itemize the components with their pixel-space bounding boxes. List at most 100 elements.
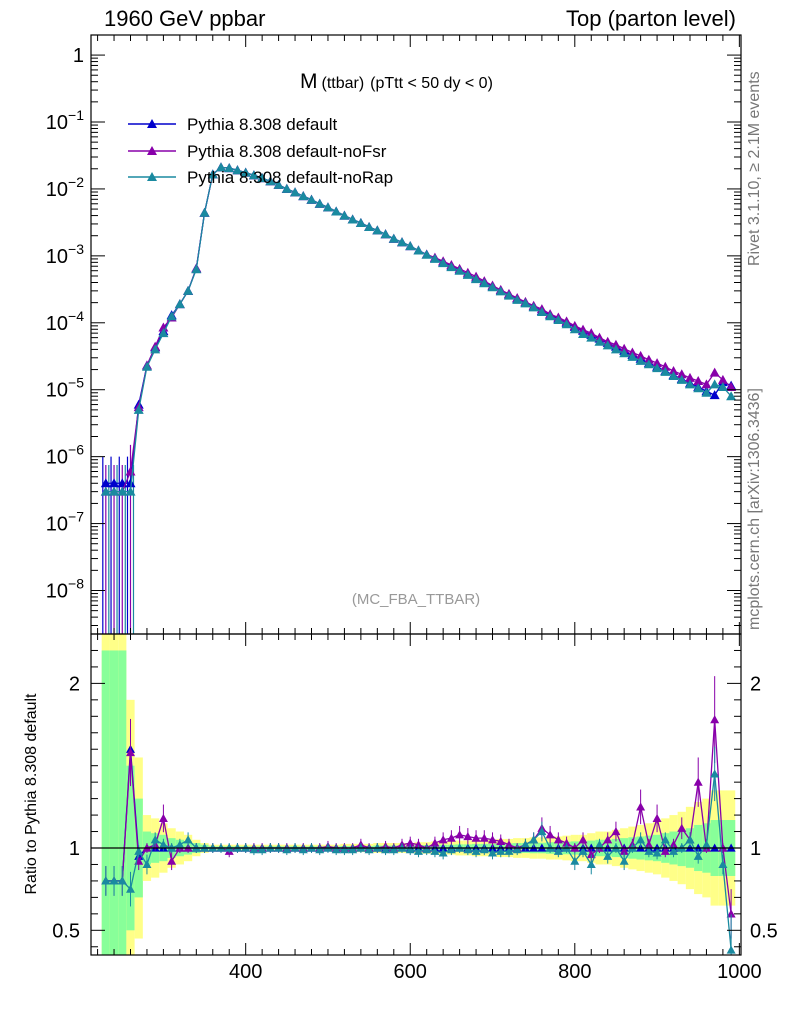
series-line-noRap <box>105 166 732 493</box>
ratio-line-noFsr <box>105 719 732 914</box>
data-point-noRap <box>569 324 580 334</box>
ratio-point-noRap <box>603 851 613 860</box>
ratio-point-noFsr <box>710 715 720 724</box>
ratio-point-noFsr <box>430 838 440 847</box>
data-point-noRap <box>388 233 399 243</box>
data-point-noRap <box>471 274 482 284</box>
ratio-point-noRap <box>298 845 308 854</box>
legend-label-noFsr: Pythia 8.308 default-noFsr <box>187 142 387 161</box>
ratio-point-noRap <box>685 835 695 844</box>
ratio-point-noRap <box>331 845 341 854</box>
ratio-point-noFsr <box>726 909 736 918</box>
ratio-point-noRap <box>594 840 604 849</box>
ratio-point-noFsr <box>677 823 687 832</box>
data-point-noRap <box>100 486 111 496</box>
ratio-tick-label-right: 1 <box>750 838 761 860</box>
x-tick-label: 600 <box>394 961 427 983</box>
ratio-point-noFsr <box>693 777 703 786</box>
data-point-noRap <box>619 348 630 358</box>
ratio-point-noRap <box>512 845 522 854</box>
ratio-point-noRap <box>134 846 144 855</box>
ratio-point-noRap <box>488 848 498 857</box>
data-point-noRap <box>290 187 301 197</box>
data-point-noRap <box>413 245 424 255</box>
ratio-point-noFsr <box>504 840 514 849</box>
ratio-point-noRap <box>101 876 111 885</box>
ratio-point-noRap <box>578 846 588 855</box>
ratio-point-noRap <box>413 846 423 855</box>
data-point-noRap <box>397 237 408 247</box>
data-point-noRap <box>216 162 226 172</box>
data-point-noRap <box>133 404 144 414</box>
legend-marker-default <box>147 119 157 128</box>
data-point-noRap <box>421 249 432 259</box>
data-point-noRap <box>331 206 342 216</box>
data-point-noFsr <box>717 374 728 384</box>
ratio-point-noRap <box>339 845 349 854</box>
y-tick-label: 10−1 <box>46 107 84 134</box>
ratio-point-noRap <box>315 845 325 854</box>
data-point-noRap <box>347 214 358 224</box>
series-line-default <box>105 166 732 484</box>
data-point-noRap <box>602 340 613 350</box>
y-tick-label: 10−2 <box>46 174 84 201</box>
data-point-noFsr <box>610 339 621 349</box>
data-point-noFsr <box>635 350 646 360</box>
ratio-band-green <box>109 650 119 955</box>
data-point-noRap <box>364 221 375 231</box>
data-point-noRap <box>306 194 317 204</box>
data-point-noRap <box>273 179 284 189</box>
legend-label-noRap: Pythia 8.308 default-noRap <box>187 168 393 187</box>
data-point-noRap <box>503 290 514 300</box>
y-tick-label: 10−3 <box>46 241 84 268</box>
data-point-noRap <box>495 286 506 296</box>
ratio-frame <box>90 633 742 956</box>
x-tick-label: 800 <box>558 961 591 983</box>
x-tick-label: 400 <box>229 961 262 983</box>
ratio-point-noFsr <box>438 835 448 844</box>
data-point-noFsr <box>652 358 663 368</box>
ratio-point-noRap <box>644 846 654 855</box>
ratio-point-noRap <box>249 845 259 854</box>
data-point-noRap <box>298 191 309 201</box>
header-right: Top (parton level) <box>566 6 736 31</box>
ratio-point-noFsr <box>611 827 621 836</box>
data-point-noRap <box>586 332 597 342</box>
ratio-point-noRap <box>479 845 489 854</box>
data-point-noFsr <box>619 343 630 353</box>
ratio-tick-label: 1 <box>69 838 80 860</box>
data-point-noRap <box>553 315 564 325</box>
ratio-point-noRap <box>529 835 539 844</box>
ratio-point-noRap <box>183 835 193 844</box>
data-point-noRap <box>709 379 720 389</box>
ratio-point-noFsr <box>636 802 646 811</box>
data-point-noRap <box>174 299 185 309</box>
data-point-noRap <box>109 486 120 496</box>
data-point-noRap <box>561 319 572 329</box>
data-point-noRap <box>405 241 416 251</box>
ratio-point-noRap <box>117 876 127 885</box>
data-point-noRap <box>462 269 473 279</box>
watermark: (MC_FBA_TTBAR) <box>352 591 480 608</box>
ratio-point-noRap <box>693 851 703 860</box>
data-point-noFsr <box>701 379 712 389</box>
ratio-point-noFsr <box>455 830 465 839</box>
ratio-point-noRap <box>504 846 514 855</box>
ratio-point-noRap <box>496 846 506 855</box>
data-point-noRap <box>183 285 194 295</box>
data-point-noRap <box>717 381 728 391</box>
ratio-point-noRap <box>619 856 629 865</box>
plot-title: M (ttbar) (pTtt < 50 dy < 0) <box>300 70 493 93</box>
ratio-point-noRap <box>257 845 267 854</box>
ratio-point-noRap <box>125 884 135 893</box>
ratio-point-noFsr <box>471 833 481 842</box>
data-point-noFsr <box>676 369 687 379</box>
ratio-point-noFsr <box>644 840 654 849</box>
data-point-noRap <box>232 165 243 175</box>
data-point-noRap <box>643 359 654 369</box>
ratio-point-noFsr <box>405 838 415 847</box>
data-point-noRap <box>635 355 646 365</box>
ratio-point-noFsr <box>660 846 670 855</box>
ratio-y-axis-label: Ratio to Pythia 8.308 default <box>23 693 40 895</box>
data-point-noFsr <box>726 381 737 391</box>
